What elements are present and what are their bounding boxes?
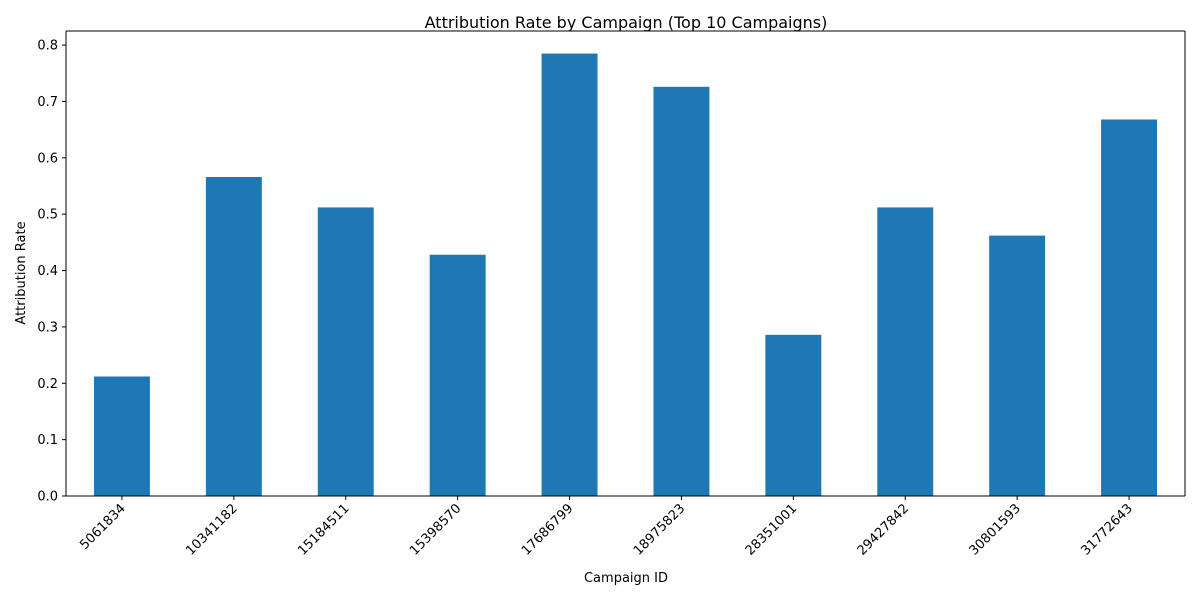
bar <box>989 235 1046 496</box>
y-tick-label: 0.7 <box>37 95 58 110</box>
y-tick-label: 0.0 <box>37 490 58 505</box>
bar <box>541 53 598 497</box>
chart-title: Attribution Rate by Campaign (Top 10 Cam… <box>425 13 828 32</box>
y-tick-label: 0.2 <box>37 377 58 392</box>
y-tick-label: 0.5 <box>37 208 58 223</box>
bar <box>653 86 710 497</box>
bar <box>205 176 262 497</box>
y-tick-label: 0.1 <box>37 433 58 448</box>
y-tick-label: 0.4 <box>37 264 58 279</box>
y-tick-label: 0.8 <box>37 39 58 54</box>
bar <box>429 254 486 496</box>
bar <box>1101 119 1158 497</box>
bar <box>877 207 934 497</box>
bar <box>317 207 374 497</box>
bar <box>93 376 150 496</box>
y-tick-label: 0.3 <box>37 320 58 335</box>
x-axis-label: Campaign ID <box>584 571 668 586</box>
y-tick-label: 0.6 <box>37 151 58 166</box>
y-axis-label: Attribution Rate <box>14 221 29 324</box>
bar <box>765 334 822 496</box>
